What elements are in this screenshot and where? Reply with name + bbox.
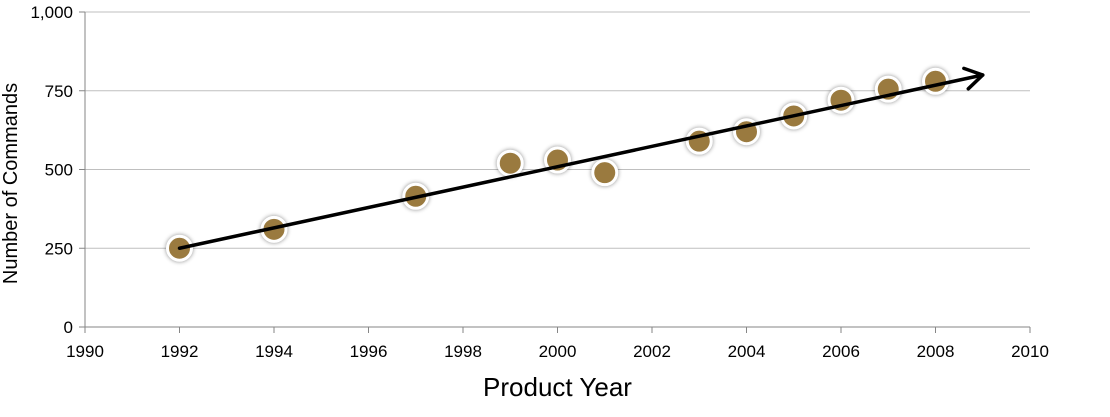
data-points (166, 67, 949, 262)
y-tick-label: 750 (45, 82, 73, 101)
trend-line (177, 73, 985, 250)
arrowhead (962, 66, 985, 91)
x-tick-label: 1998 (444, 342, 482, 361)
data-point (922, 67, 949, 95)
x-tick-label: 1992 (161, 342, 199, 361)
y-tick-label: 250 (45, 239, 73, 258)
x-tick-label: 2010 (1011, 342, 1049, 361)
x-axis-title: Product Year (483, 372, 632, 402)
y-tick-label: 0 (64, 318, 73, 337)
x-axis-ticks: 1990 1992 1994 1996 1998 2000 2002 2004 2006 2008… (66, 327, 1049, 361)
x-tick-label: 2002 (633, 342, 671, 361)
data-point (496, 149, 524, 177)
x-tick-label: 2008 (917, 342, 955, 361)
gridlines (85, 11, 1030, 249)
x-tick-label: 1990 (66, 342, 104, 361)
y-axis-ticks: 0 250 500 750 1,000 (30, 3, 85, 337)
x-tick-label: 2004 (728, 342, 766, 361)
x-tick-label: 1994 (255, 342, 293, 361)
y-tick-label: 500 (45, 161, 73, 180)
trend-arrow (177, 66, 985, 250)
data-point (591, 159, 619, 187)
x-tick-label: 1996 (350, 342, 388, 361)
x-tick-label: 2006 (822, 342, 860, 361)
y-axis-title: Number of Commands (0, 83, 22, 284)
y-tick-label: 1,000 (30, 3, 73, 22)
x-tick-label: 2000 (539, 342, 577, 361)
